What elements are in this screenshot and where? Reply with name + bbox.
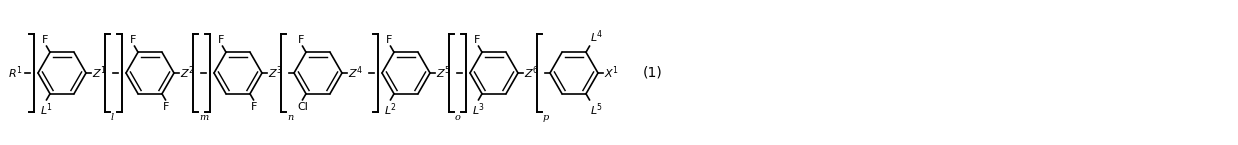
Text: $\mathit{R}^1$: $\mathit{R}^1$ (7, 65, 22, 81)
Text: n: n (287, 113, 293, 122)
Text: $\mathit{Z}^6$: $\mathit{Z}^6$ (524, 65, 539, 81)
Text: F: F (218, 35, 224, 45)
Text: $\mathit{Z}^2$: $\mathit{Z}^2$ (180, 65, 194, 81)
Text: $\mathit{L}^5$: $\mathit{L}^5$ (591, 102, 604, 118)
Text: l: l (111, 113, 114, 122)
Text: $\mathit{L}^1$: $\mathit{L}^1$ (40, 102, 53, 118)
Text: $\mathit{Z}^4$: $\mathit{Z}^4$ (348, 65, 363, 81)
Text: F: F (386, 35, 392, 45)
Text: F: F (130, 35, 136, 45)
Text: m: m (199, 113, 208, 122)
Text: F: F (251, 102, 258, 112)
Text: F: F (474, 35, 480, 45)
Text: $\mathit{Z}^1$: $\mathit{Z}^1$ (92, 65, 106, 81)
Text: (1): (1) (643, 66, 662, 80)
Text: Cl: Cl (297, 102, 308, 112)
Text: $\mathit{Z}^5$: $\mathit{Z}^5$ (436, 65, 451, 81)
Text: $\mathit{L}^4$: $\mathit{L}^4$ (591, 29, 604, 45)
Text: F: F (163, 102, 170, 112)
Text: $\mathit{L}^3$: $\mathit{L}^3$ (472, 102, 485, 118)
Text: $\mathit{Z}^3$: $\mathit{Z}^3$ (267, 65, 284, 81)
Text: F: F (298, 35, 305, 45)
Text: p: p (543, 113, 550, 122)
Text: $\mathit{L}^2$: $\mathit{L}^2$ (384, 102, 397, 118)
Text: o: o (456, 113, 461, 122)
Text: $\mathit{X}^1$: $\mathit{X}^1$ (604, 65, 619, 81)
Text: F: F (42, 35, 48, 45)
